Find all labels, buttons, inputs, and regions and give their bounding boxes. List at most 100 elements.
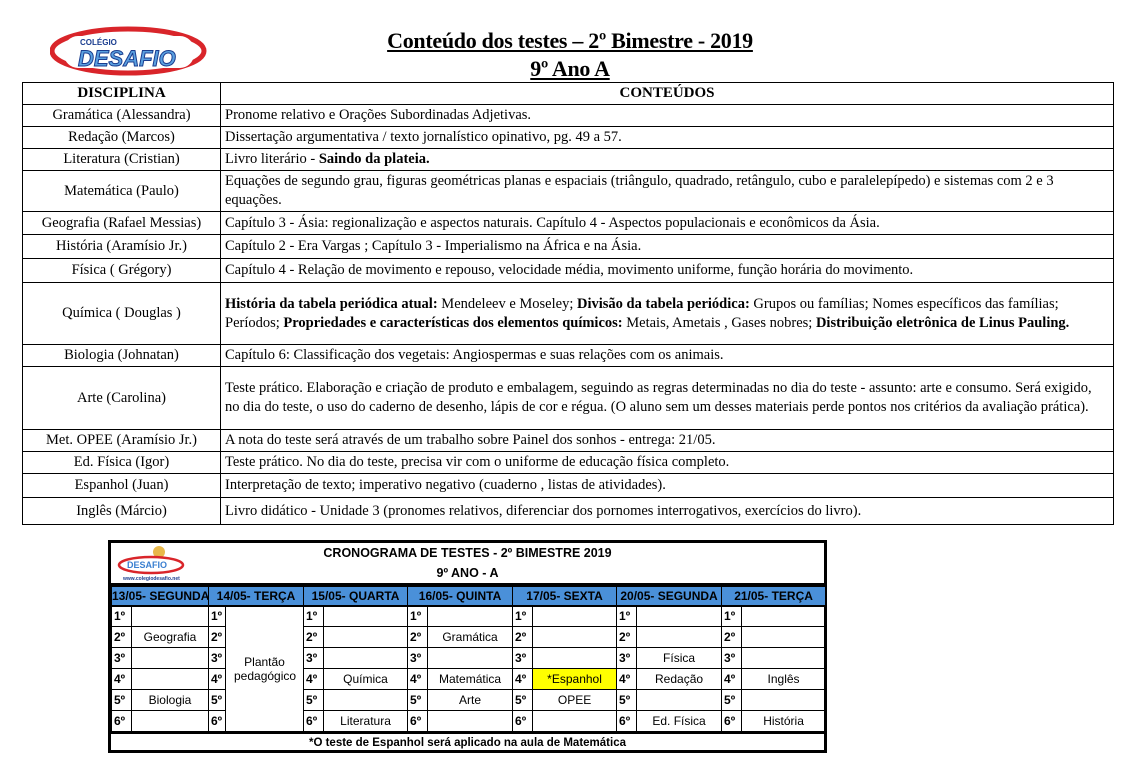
period-number: 3º bbox=[616, 647, 638, 669]
contents-text: Metais, Ametais , Gases nobres; bbox=[622, 314, 816, 331]
test-schedule: DESAFIO www.colegiodesafio.net CRONOGRAM… bbox=[108, 540, 827, 753]
contents-text: Livro literário - bbox=[225, 151, 319, 167]
contents-cell: Capítulo 3 - Ásia: regionalização e aspe… bbox=[220, 211, 1114, 235]
table-row: Física ( Grégory) Capítulo 4 - Relação de… bbox=[22, 258, 1114, 283]
test-slot bbox=[741, 605, 827, 627]
period-number: 3º bbox=[111, 647, 132, 669]
schedule-grid: 13/05- SEGUNDA 14/05- TERÇA 15/05- QUARTA 1… bbox=[111, 586, 827, 732]
table-row: Met. OPEE (Aramísio Jr.) A nota do teste … bbox=[22, 429, 1114, 452]
discipline-cell: Ed. Física (Igor) bbox=[22, 451, 221, 474]
period-row: 3º 3º 3º 3º 3º 3º Física 3º bbox=[111, 647, 827, 669]
day-header: 13/05- SEGUNDA bbox=[111, 586, 209, 607]
contents-cell: Capítulo 6: Classificação dos vegetais: … bbox=[220, 344, 1114, 367]
test-slot bbox=[636, 689, 723, 711]
table-row: Matemática (Paulo) Equações de segundo g… bbox=[22, 170, 1114, 212]
contents-cell: Teste prático. No dia do teste, precisa … bbox=[220, 451, 1114, 474]
period-number: 5º bbox=[512, 689, 534, 711]
column-header-discipline: DISCIPLINA bbox=[22, 82, 221, 105]
contents-text: Grupos ou famílias; Nomes específicos da… bbox=[225, 295, 1059, 331]
period-row: 1º 1º Plantão pedagógico 1º 1º 1º 1º 1º bbox=[111, 605, 827, 732]
period-number: 4º bbox=[303, 668, 325, 690]
period-number: 6º bbox=[208, 710, 226, 732]
contents-cell: Capítulo 2 - Era Vargas ; Capítulo 3 - I… bbox=[220, 234, 1114, 259]
contents-text: Livro didático - Unidade 3 (pronomes rel… bbox=[225, 502, 862, 519]
test-slot bbox=[741, 626, 827, 648]
test-slot bbox=[131, 647, 209, 669]
schedule-footnote: *O teste de Espanhol será aplicado na au… bbox=[111, 732, 824, 754]
test-slot bbox=[636, 626, 723, 648]
day-header: 16/05- QUINTA bbox=[407, 586, 514, 607]
test-slot: Geografia bbox=[131, 626, 209, 648]
discipline-cell: Geografia (Rafael Messias) bbox=[22, 211, 221, 235]
contents-text: Capítulo 4 - Relação de movimento e repo… bbox=[225, 262, 914, 278]
contents-text: Capítulo 3 - Ásia: regionalização e aspe… bbox=[225, 214, 880, 231]
test-slot bbox=[323, 605, 409, 627]
test-slot bbox=[532, 647, 618, 669]
discipline-cell: Arte (Carolina) bbox=[22, 366, 221, 430]
svg-text:DESAFIO: DESAFIO bbox=[78, 46, 176, 71]
discipline-cell: Biologia (Johnatan) bbox=[22, 344, 221, 367]
test-slot: *Espanhol bbox=[532, 668, 618, 690]
period-row: 2º Geografia 2º 2º 2º Gramática 2º 2º 2º bbox=[111, 626, 827, 648]
page-subtitle: 9º Ano A bbox=[530, 56, 610, 81]
period-number: 1º bbox=[111, 605, 132, 627]
test-slot: Gramática bbox=[427, 626, 514, 648]
contents-text: História da tabela periódica atual: bbox=[225, 295, 438, 312]
period-number: 1º bbox=[512, 605, 534, 627]
period-number: 1º bbox=[407, 605, 429, 627]
period-number: 6º bbox=[616, 710, 638, 732]
discipline-cell: Física ( Grégory) bbox=[22, 258, 221, 283]
schedule-title: CRONOGRAMA DE TESTES - 2º BIMESTRE 2019 bbox=[323, 546, 612, 560]
column-header-contents: CONTEÚDOS bbox=[220, 82, 1114, 105]
period-number: 5º bbox=[208, 689, 226, 711]
discipline-cell: Redação (Marcos) bbox=[22, 126, 221, 149]
period-number: 1º bbox=[616, 605, 638, 627]
test-slot: Física bbox=[636, 647, 723, 669]
contents-table: DISCIPLINA CONTEÚDOS Gramática (Alessand… bbox=[22, 82, 1114, 525]
period-number: 2º bbox=[721, 626, 743, 648]
period-number: 2º bbox=[208, 626, 226, 648]
test-slot bbox=[532, 710, 618, 732]
contents-text: Teste prático. Elaboração e criação de p… bbox=[225, 380, 1092, 415]
period-number: 6º bbox=[721, 710, 743, 732]
table-row: Geografia (Rafael Messias) Capítulo 3 - Á… bbox=[22, 211, 1114, 235]
period-number: 1º bbox=[303, 605, 325, 627]
period-number: 6º bbox=[303, 710, 325, 732]
period-number: 3º bbox=[407, 647, 429, 669]
test-slot: OPEE bbox=[532, 689, 618, 711]
contents-text: Dissertação argumentativa / texto jornal… bbox=[225, 129, 622, 145]
table-row: Inglês (Márcio) Livro didático - Unidade … bbox=[22, 497, 1114, 525]
table-row: Química ( Douglas ) História da tabela pe… bbox=[22, 282, 1114, 345]
discipline-cell: História (Aramísio Jr.) bbox=[22, 234, 221, 259]
svg-text:DESAFIO: DESAFIO bbox=[127, 560, 167, 570]
period-number: 5º bbox=[303, 689, 325, 711]
school-logo-small: DESAFIO www.colegiodesafio.net bbox=[115, 545, 187, 583]
table-row: Literatura (Cristian) Livro literário - S… bbox=[22, 148, 1114, 171]
period-number: 2º bbox=[512, 626, 534, 648]
period-number: 2º bbox=[111, 626, 132, 648]
schedule-subtitle: 9º ANO - A bbox=[436, 566, 499, 580]
period-number: 6º bbox=[512, 710, 534, 732]
svg-text:COLÉGIO: COLÉGIO bbox=[80, 38, 117, 47]
test-slot: Arte bbox=[427, 689, 514, 711]
period-number: 4º bbox=[512, 668, 534, 690]
day-header: 14/05- TERÇA bbox=[207, 586, 305, 607]
discipline-cell: Química ( Douglas ) bbox=[22, 282, 221, 345]
period-number: 5º bbox=[111, 689, 132, 711]
period-number: 2º bbox=[407, 626, 429, 648]
contents-cell: Capítulo 4 - Relação de movimento e repo… bbox=[220, 258, 1114, 283]
period-number: 3º bbox=[512, 647, 534, 669]
period-number: 6º bbox=[407, 710, 429, 732]
contents-text: Distribuição eletrônica de Linus Pauling… bbox=[815, 314, 1070, 331]
table-row: Arte (Carolina) Teste prático. Elaboraçã… bbox=[22, 366, 1114, 430]
test-slot bbox=[323, 647, 409, 669]
test-slot bbox=[427, 710, 514, 732]
test-slot bbox=[323, 626, 409, 648]
table-row: Biologia (Johnatan) Capítulo 6: Classific… bbox=[22, 344, 1114, 367]
contents-text: Pronome relativo e Orações Subordinadas … bbox=[225, 107, 532, 123]
table-row: Gramática (Alessandra) Pronome relativo e… bbox=[22, 104, 1114, 127]
discipline-cell: Espanhol (Juan) bbox=[22, 473, 221, 498]
contents-text: Teste prático. No dia do teste, precisa … bbox=[225, 454, 730, 470]
colegio-desafio-logo: COLÉGIO DESAFIO bbox=[49, 26, 212, 76]
period-number: 2º bbox=[303, 626, 325, 648]
